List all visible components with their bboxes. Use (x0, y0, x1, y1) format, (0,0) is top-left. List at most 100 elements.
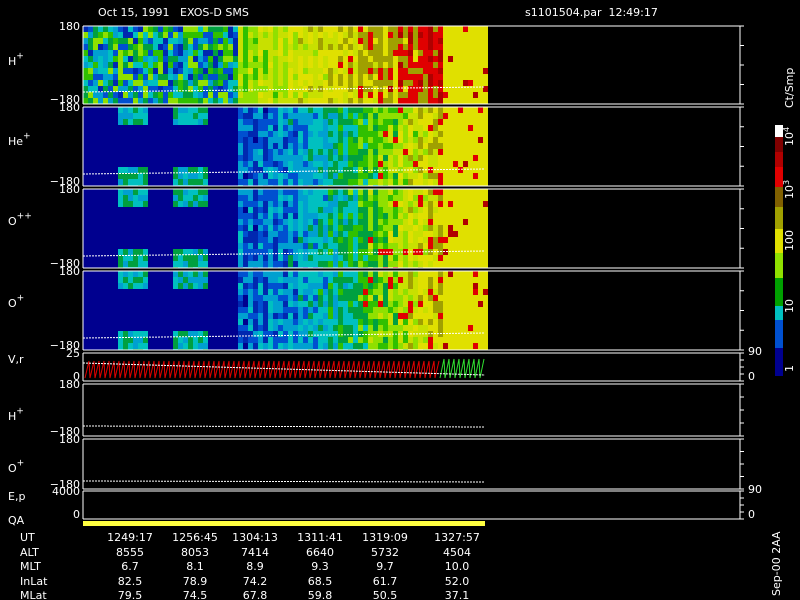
spec-cell (453, 56, 458, 62)
spec-cell (358, 125, 363, 131)
spec-cell (433, 289, 438, 295)
spec-cell (243, 44, 248, 50)
spec-cell (468, 219, 473, 225)
spec-cell (278, 189, 283, 195)
spec-cell (213, 289, 218, 295)
spec-cell (373, 32, 378, 38)
spec-cell (353, 255, 358, 261)
spec-cell (273, 155, 278, 161)
spec-cell (118, 277, 123, 283)
spec-cell (408, 38, 413, 44)
spec-cell (303, 237, 308, 243)
spec-cell (163, 255, 168, 261)
spec-cell (133, 155, 138, 161)
spec-cell (318, 189, 323, 195)
label-base: E,p (8, 490, 25, 503)
spec-cell (368, 225, 373, 231)
spec-cell (453, 189, 458, 195)
spec-cell (253, 86, 258, 92)
spec-cell (378, 161, 383, 167)
spec-cell (293, 74, 298, 80)
spec-cell (223, 149, 228, 155)
spec-cell (433, 325, 438, 331)
spec-cell (378, 225, 383, 231)
spec-cell (378, 313, 383, 319)
label-base: O (8, 215, 17, 228)
spec-cell (188, 26, 193, 32)
spec-cell (418, 207, 423, 213)
spec-cell (148, 343, 153, 349)
spec-cell (318, 155, 323, 161)
spec-cell (278, 125, 283, 131)
spec-cell (388, 92, 393, 98)
spec-cell (128, 62, 133, 68)
spec-cell (178, 219, 183, 225)
spec-cell (268, 255, 273, 261)
spec-cell (353, 225, 358, 231)
spec-cell (218, 32, 223, 38)
spec-cell (183, 225, 188, 231)
spec-cell (303, 74, 308, 80)
spec-cell (368, 283, 373, 289)
spec-cell (278, 201, 283, 207)
spec-cell (363, 201, 368, 207)
spec-cell (128, 44, 133, 50)
spec-cell (298, 44, 303, 50)
spec-cell (263, 173, 268, 179)
spec-cell (408, 98, 413, 104)
spec-cell (148, 26, 153, 32)
spec-cell (458, 343, 463, 349)
spec-cell (313, 207, 318, 213)
spec-cell (238, 325, 243, 331)
spec-cell (373, 189, 378, 195)
spec-cell (443, 277, 448, 283)
spec-cell (363, 319, 368, 325)
spec-cell (438, 119, 443, 125)
spec-cell (258, 301, 263, 307)
spec-cell (378, 143, 383, 149)
spec-cell (303, 155, 308, 161)
spec-cell (313, 113, 318, 119)
spec-cell (153, 283, 158, 289)
spec-cell (398, 289, 403, 295)
spec-cell (83, 307, 88, 313)
spec-cell (198, 74, 203, 80)
spec-cell (168, 337, 173, 343)
spec-cell (333, 26, 338, 32)
spec-cell (368, 80, 373, 86)
spec-cell (138, 237, 143, 243)
spec-cell (263, 161, 268, 167)
spec-cell (233, 219, 238, 225)
spec-cell (408, 62, 413, 68)
spec-cell (393, 38, 398, 44)
spec-cell (413, 125, 418, 131)
spec-cell (183, 98, 188, 104)
spec-cell (248, 271, 253, 277)
spec-cell (368, 295, 373, 301)
spec-cell (208, 179, 213, 185)
spec-cell (313, 249, 318, 255)
spec-cell (253, 319, 258, 325)
spec-cell (483, 173, 488, 179)
spec-cell (163, 26, 168, 32)
spec-cell (318, 107, 323, 113)
spec-cell (458, 68, 463, 74)
spec-cell (408, 155, 413, 161)
spec-cell (348, 195, 353, 201)
spec-cell (158, 261, 163, 267)
spec-cell (193, 86, 198, 92)
spec-cell (333, 44, 338, 50)
spec-cell (328, 38, 333, 44)
spec-cell (483, 243, 488, 249)
spec-cell (208, 319, 213, 325)
spec-cell (418, 86, 423, 92)
spec-cell (218, 325, 223, 331)
spec-cell (238, 231, 243, 237)
spec-cell (328, 56, 333, 62)
spec-cell (393, 62, 398, 68)
spec-cell (323, 225, 328, 231)
spec-cell (378, 325, 383, 331)
spec-cell (293, 92, 298, 98)
spec-cell (183, 319, 188, 325)
spec-cell (318, 237, 323, 243)
